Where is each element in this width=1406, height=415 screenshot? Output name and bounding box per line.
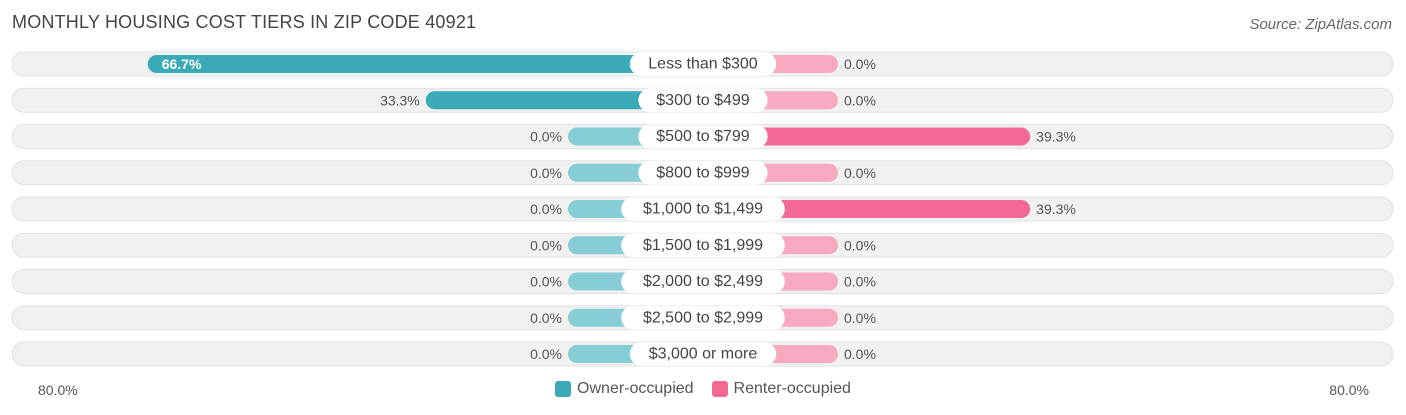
axis-label-right: 80.0% [1329,382,1369,398]
category-pill [621,305,785,330]
category-label: $300 to $499 [656,92,750,109]
chart-legend: Owner-occupied Renter-occupied [0,380,1406,398]
legend-label-renter: Renter-occupied [733,380,851,397]
axis-label-left: 80.0% [38,382,78,398]
chart-title: MONTHLY HOUSING COST TIERS IN ZIP CODE 4… [12,12,477,32]
category-label: $800 to $999 [656,164,750,181]
legend-label-owner: Owner-occupied [577,380,694,397]
legend-swatch-renter [711,381,728,397]
value-label-owner: 0.0% [530,274,562,290]
chart-source: Source: ZipAtlas.com [1249,16,1392,33]
category-label: $1,500 to $1,999 [643,237,763,254]
bar-owner [147,55,703,73]
value-label-owner: 0.0% [530,310,562,326]
value-label-renter: 0.0% [844,237,876,253]
legend-item-renter: Renter-occupied [711,380,851,398]
category-pill [629,52,777,76]
category-pill [638,160,768,185]
category-label: $1,000 to $1,499 [643,201,763,218]
value-label-owner: 0.0% [530,346,562,362]
value-label-renter: 0.0% [844,274,876,290]
category-pill [621,197,785,221]
bar-renter [703,127,1031,146]
bar-owner [425,91,703,110]
value-label-renter: 0.0% [844,346,876,362]
category-pill [621,269,785,294]
value-label-renter: 39.3% [1036,201,1076,217]
value-label-renter: 0.0% [844,165,876,181]
value-label-owner: 0.0% [530,165,562,181]
category-label: Less than $300 [648,56,758,73]
value-label-owner: 0.0% [530,201,562,217]
value-label-owner: 66.7% [162,56,202,72]
category-pill [638,88,768,113]
category-pill [638,124,768,149]
category-pill [629,342,777,366]
value-label-owner: 0.0% [530,129,562,145]
category-label: $3,000 or more [649,346,758,363]
legend-swatch-owner [555,381,572,397]
category-label: $2,000 to $2,499 [643,273,763,290]
value-label-renter: 0.0% [844,310,876,326]
value-label-owner: 0.0% [530,237,562,253]
value-label-renter: 0.0% [844,56,876,72]
category-label: $2,500 to $2,999 [643,309,763,326]
category-pill [621,233,785,258]
bar-renter [703,200,1031,218]
value-label-owner: 33.3% [380,92,420,108]
value-label-renter: 0.0% [844,92,876,108]
legend-item-owner: Owner-occupied [555,380,694,398]
value-label-renter: 39.3% [1036,129,1076,145]
category-label: $500 to $799 [656,128,750,145]
